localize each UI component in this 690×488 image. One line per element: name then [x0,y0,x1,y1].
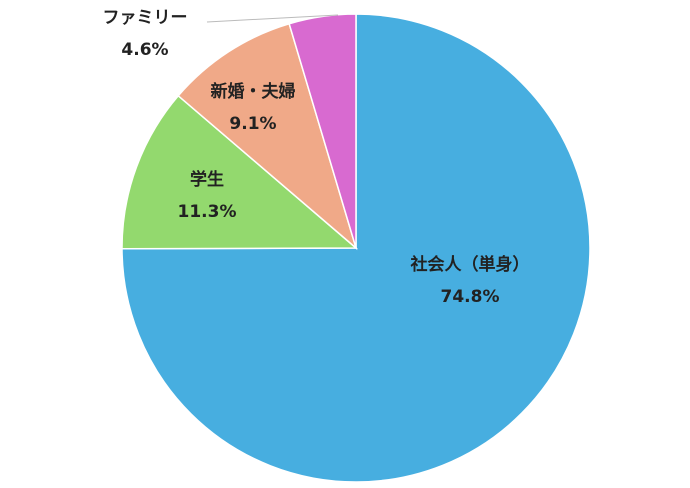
value-label: 4.6% [121,40,168,60]
pie-slice [288,13,357,249]
slice-label: 社会人（単身） [410,254,530,275]
leader-line [206,14,339,23]
value-label: 9.1% [229,114,276,134]
value-label: 11.3% [178,202,237,222]
value-label: 74.8% [441,287,500,307]
slice-label: 新婚・夫婦 [211,81,296,102]
slice-label: ファミリー [103,8,188,28]
pie-slice [177,22,358,251]
slice-label: 学生 [190,169,224,190]
pie-slice [121,94,359,250]
